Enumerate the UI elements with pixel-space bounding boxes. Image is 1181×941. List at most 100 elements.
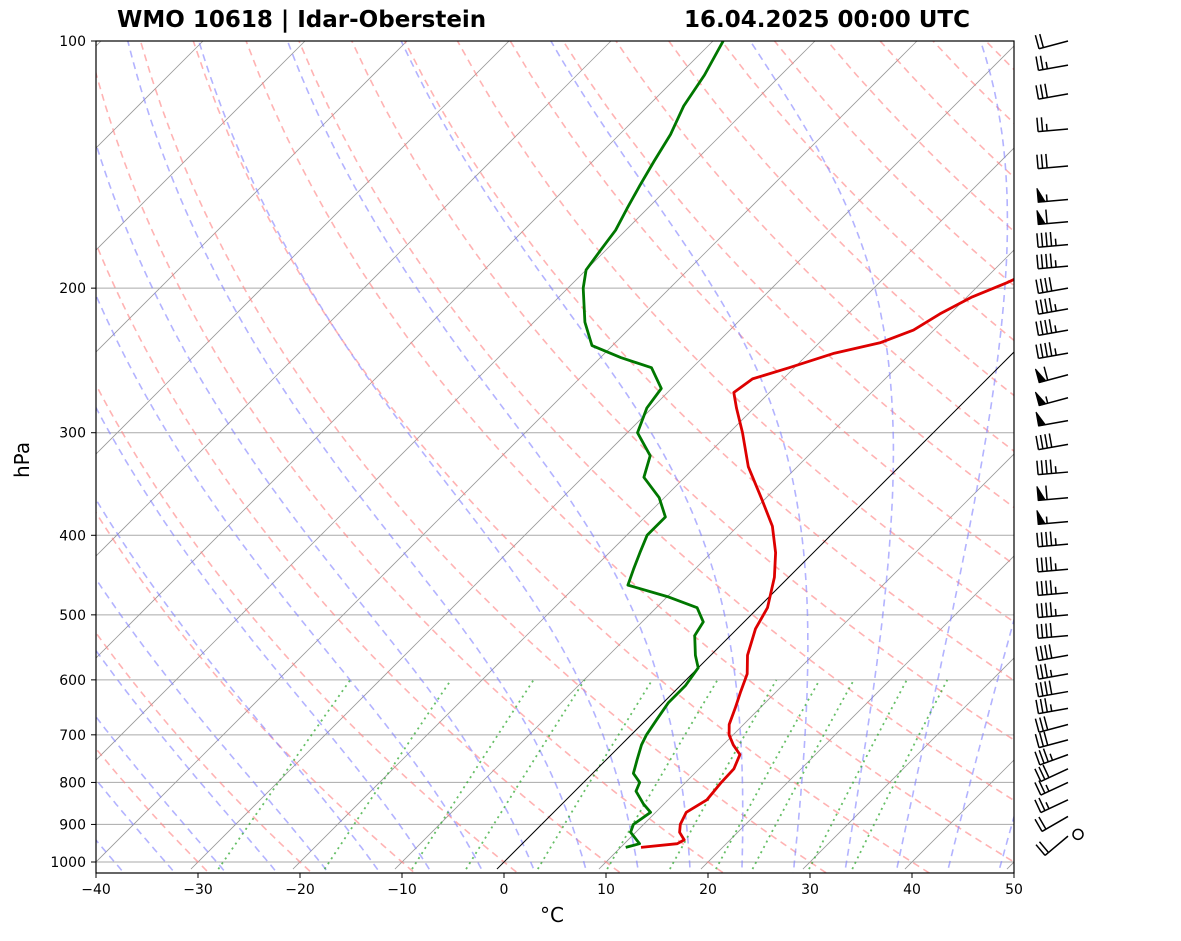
- barb-full: [1035, 56, 1040, 71]
- barb-pennant: [1035, 411, 1047, 427]
- dry-adiabat: [615, 41, 1014, 453]
- wind-barb: [1036, 209, 1069, 226]
- dry-adiabat: [351, 41, 1014, 741]
- mixing-ratio-line: [537, 679, 653, 870]
- moist-adiabat: [550, 41, 809, 873]
- barb-full: [1043, 366, 1049, 381]
- barb-staff: [1038, 654, 1069, 662]
- isotherm-line: [1006, 861, 1014, 870]
- barb-staff: [1038, 243, 1069, 248]
- barb-half: [1049, 669, 1053, 677]
- calm-circle: [1072, 828, 1084, 841]
- barb-full: [1040, 117, 1044, 132]
- barb-full: [1035, 665, 1040, 680]
- barb-full: [1040, 532, 1044, 547]
- barb-full: [1040, 154, 1044, 169]
- barb-full: [1039, 343, 1044, 358]
- plot-frame: [95, 40, 1015, 874]
- y-tick-label: 900: [59, 817, 86, 833]
- barb-full: [1045, 459, 1048, 474]
- x-tick-label: −20: [285, 882, 315, 898]
- x-axis-label: °C: [540, 903, 564, 927]
- barb-pennant: [1036, 210, 1046, 225]
- barb-staff: [1038, 739, 1069, 749]
- moist-adiabat: [127, 41, 588, 873]
- barb-pennant: [1034, 391, 1047, 407]
- barb-full: [1035, 699, 1040, 714]
- isotherm-line: [96, 41, 408, 353]
- dry-adiabat: [403, 41, 1014, 682]
- barb-staff: [1044, 835, 1069, 856]
- dry-adiabat: [773, 41, 1014, 287]
- wind-barbs: [1034, 33, 1084, 856]
- mixing-ratio-lines: [217, 679, 949, 870]
- barb-full: [1036, 117, 1039, 132]
- moist-adiabat: [96, 715, 228, 873]
- barb-full: [1044, 298, 1049, 313]
- x-tick-label: 20: [699, 882, 717, 898]
- barb-half: [1054, 538, 1057, 546]
- wind-barb: [1035, 277, 1069, 295]
- zero-isotherm: [496, 351, 1014, 870]
- barb-half: [1054, 563, 1057, 571]
- barb-full: [1036, 254, 1039, 269]
- y-tick-label: 100: [59, 34, 86, 50]
- wind-barb: [1034, 780, 1069, 796]
- barb-full: [1045, 602, 1048, 617]
- wind-barb: [1036, 253, 1069, 270]
- dry-adiabat: [96, 631, 314, 873]
- barb-full: [1039, 645, 1044, 660]
- barb-half: [1054, 586, 1057, 594]
- barb-full: [1039, 320, 1044, 335]
- zero-isotherm-line: [496, 351, 1014, 870]
- dry-adiabat: [192, 41, 931, 873]
- barb-full: [1035, 844, 1046, 856]
- barb-full: [1042, 748, 1049, 763]
- wind-barb: [1034, 815, 1069, 833]
- barb-full: [1034, 782, 1042, 796]
- sounding-profiles: [581, 41, 1014, 849]
- x-tick-label: −30: [183, 882, 213, 898]
- y-axis-label: hPa: [10, 441, 34, 478]
- barb-full: [1035, 85, 1040, 100]
- mixing-ratio-line: [217, 679, 352, 870]
- wind-barb: [1036, 459, 1069, 476]
- barb-full: [1036, 557, 1039, 572]
- barb-pennant: [1036, 486, 1046, 501]
- wind-barb: [1035, 297, 1069, 315]
- wind-barb: [1034, 797, 1069, 814]
- moist-adiabat: [286, 41, 692, 873]
- barb-full: [1040, 581, 1044, 596]
- barb-full: [1034, 768, 1042, 782]
- barb-pennant: [1036, 187, 1046, 203]
- dry-adiabat: [826, 41, 1014, 233]
- barb-half: [1045, 61, 1049, 69]
- barb-full: [1049, 232, 1053, 247]
- barb-full: [1035, 435, 1040, 450]
- barb-half: [1054, 303, 1057, 312]
- isotherm-line: [394, 249, 1014, 870]
- barb-full: [1036, 603, 1039, 618]
- barb-full: [1049, 253, 1053, 268]
- barb-staff: [1038, 707, 1069, 715]
- barb-full: [1036, 460, 1039, 475]
- barb-half: [1054, 466, 1057, 474]
- barb-half: [1045, 194, 1048, 202]
- wind-barb: [1036, 187, 1069, 203]
- barb-full: [1045, 531, 1048, 546]
- barb-full: [1034, 818, 1043, 832]
- dry-adiabat: [879, 41, 1014, 179]
- barb-half: [1054, 238, 1057, 246]
- wind-barb: [1035, 433, 1069, 451]
- isotherm-line: [292, 147, 1014, 870]
- barb-full: [1040, 623, 1044, 638]
- barb-full: [1049, 623, 1053, 638]
- barb-full: [1035, 279, 1040, 294]
- dry-adiabat: [96, 70, 725, 873]
- barb-full: [1039, 682, 1044, 697]
- x-tick-label: −40: [81, 882, 111, 898]
- barb-full: [1034, 718, 1040, 733]
- barb-full: [1038, 766, 1046, 780]
- mixing-ratio-line: [323, 679, 452, 870]
